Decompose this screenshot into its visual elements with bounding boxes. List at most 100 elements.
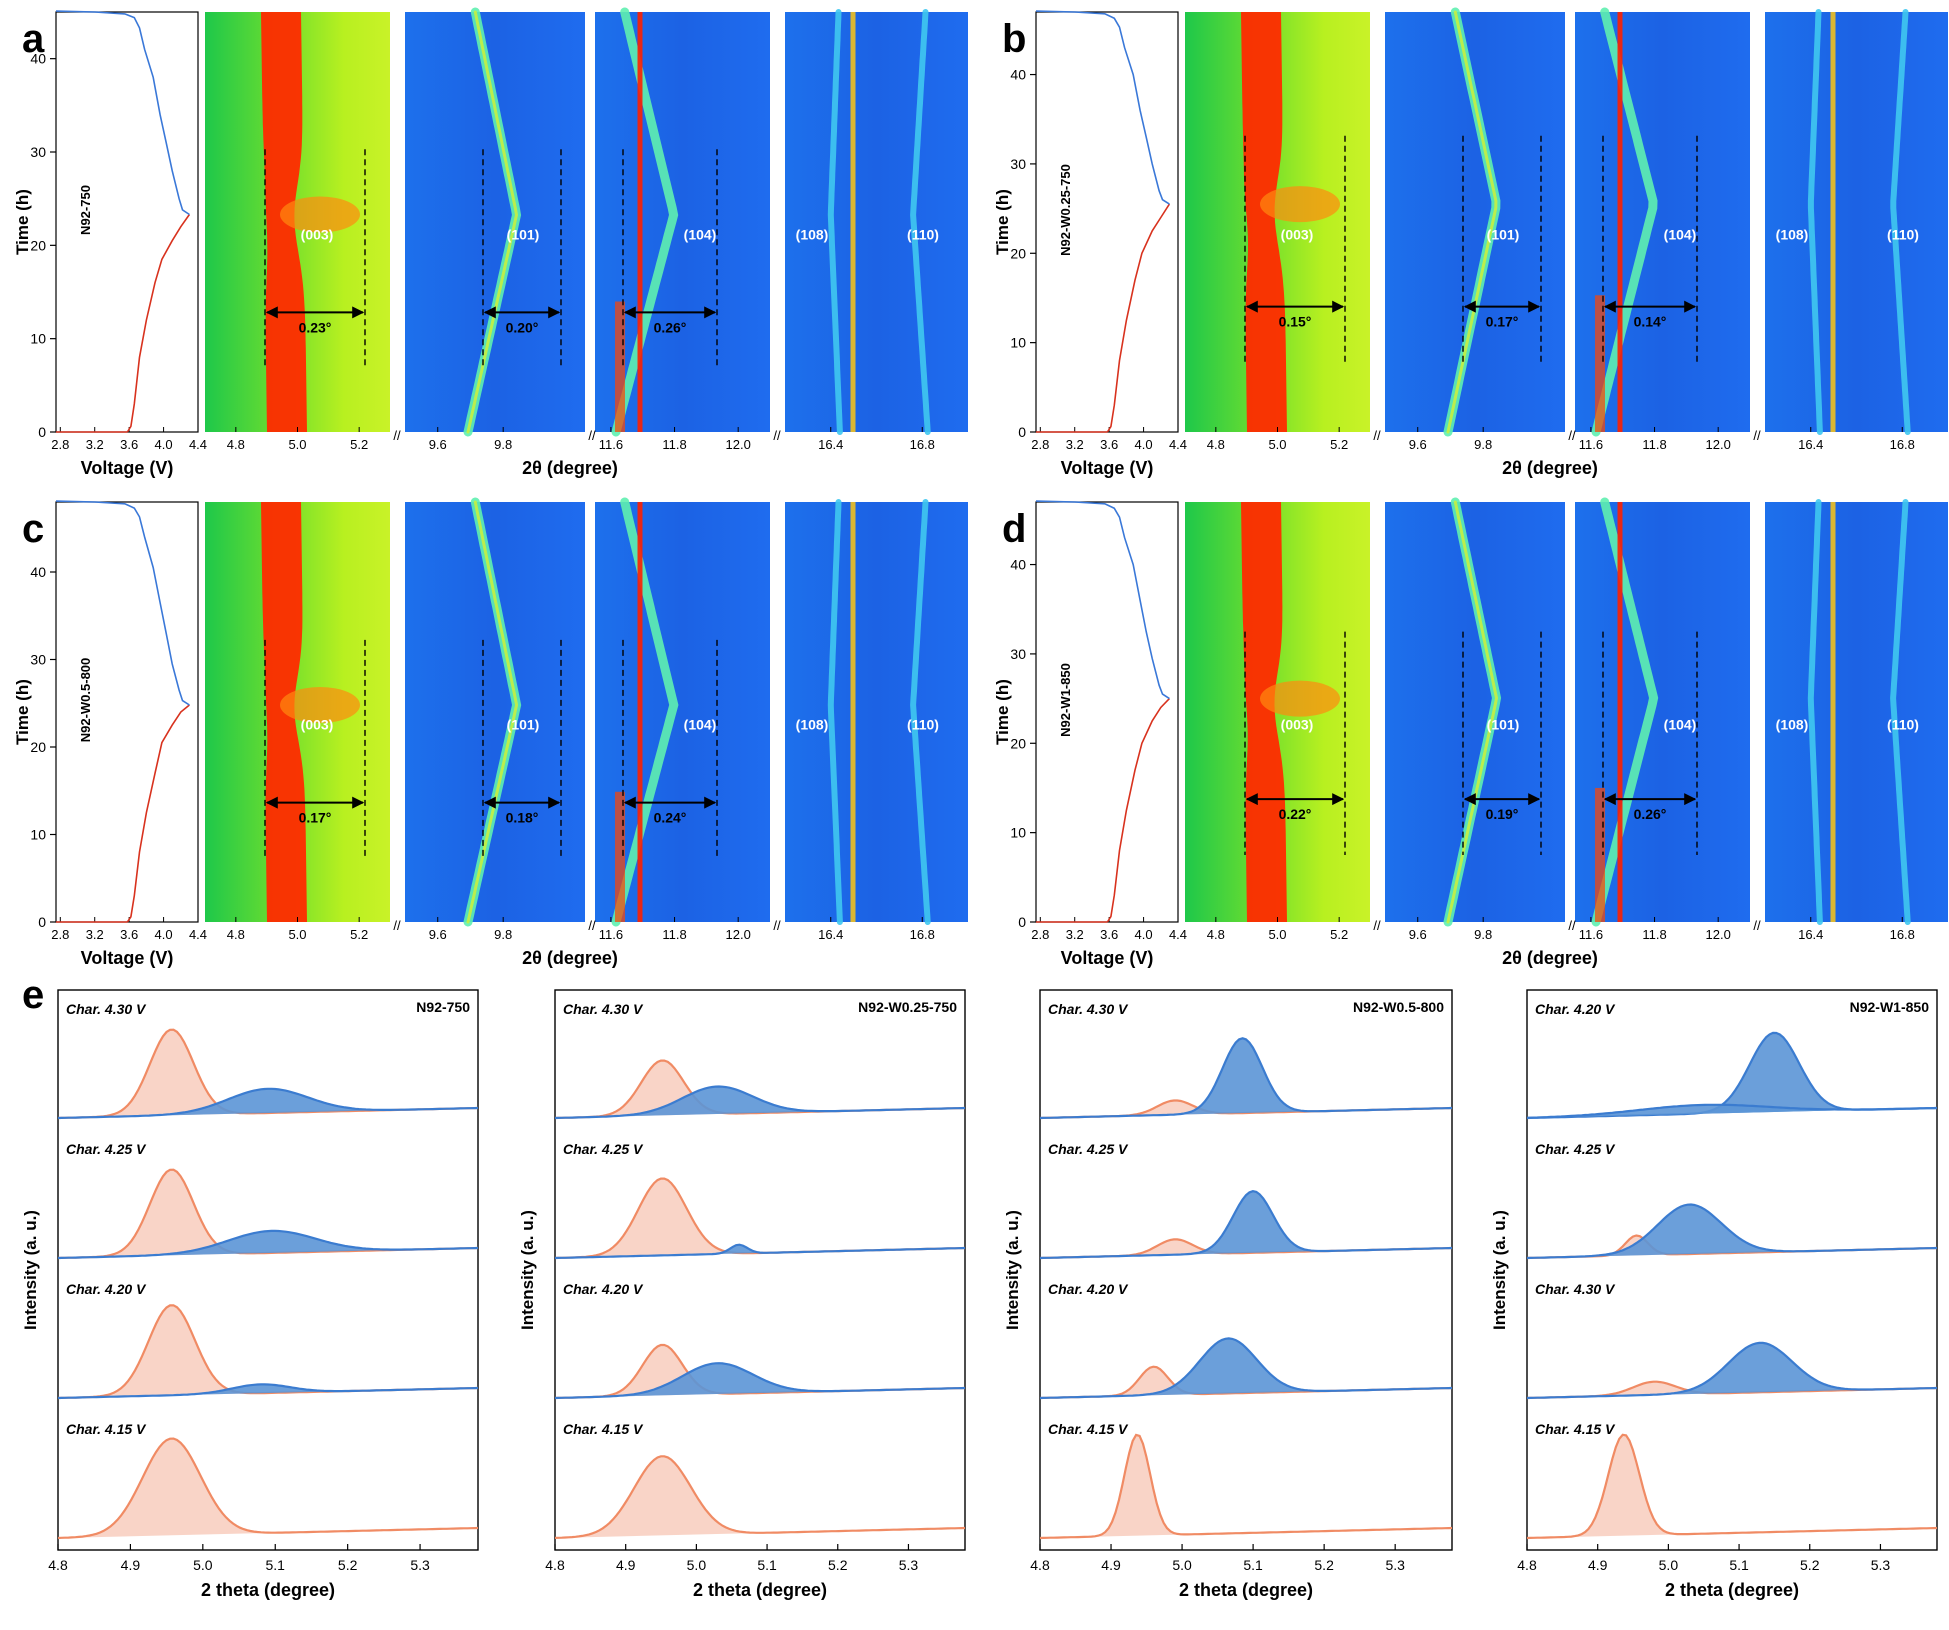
shift-value: 0.26° [1634, 806, 1667, 822]
profile-panel-3: 4.8 4.9 5.0 5.1 5.2 5.3 2 theta (degree) Intens… [1003, 989, 1453, 1600]
time-tick-label: 30 [1010, 646, 1026, 662]
voltage-tick-label: 4.4 [189, 437, 207, 452]
trace-label: Char. 4.15 V [66, 1421, 147, 1437]
peak-101-core [466, 500, 519, 924]
profile-sample-name: N92-W0.5-800 [1353, 999, 1444, 1015]
h2-peak-fill [58, 1305, 478, 1398]
shift-value: 0.22° [1279, 806, 1312, 822]
profile-tick-label: 4.8 [48, 1557, 68, 1573]
h2-peak-fill [555, 1345, 965, 1398]
theta-tick-label: 9.8 [1474, 437, 1492, 452]
theta-tick-label: 4.8 [1207, 437, 1225, 452]
charge-curve [1106, 203, 1171, 433]
profile-tick-label: 4.8 [1517, 1557, 1537, 1573]
theta-tick-label: 16.4 [1798, 437, 1823, 452]
h3-peak-fill [1527, 1342, 1937, 1398]
trace-label: Char. 4.25 V [1048, 1141, 1129, 1157]
hkl-label: (104) [684, 717, 717, 733]
profile-panel-2: 4.8 4.9 5.0 5.1 5.2 5.3 2 theta (degree) Intens… [518, 989, 966, 1600]
time-tick-label: 20 [1010, 735, 1026, 751]
sample-name: N92-W1-850 [1058, 663, 1073, 737]
voltage-tick-label: 4.4 [189, 927, 207, 942]
voltage-axis-label: Voltage (V) [1061, 948, 1154, 968]
peak-003-band [1241, 12, 1287, 432]
theta-tick-label: 9.8 [494, 437, 512, 452]
h2-peak-line [1526, 1433, 1938, 1540]
time-tick-label: 10 [1010, 335, 1026, 351]
axis-break-mark: // [393, 428, 401, 443]
theta-tick-label: 5.2 [350, 437, 368, 452]
theta-tick-label: 16.8 [1890, 927, 1915, 942]
hkl-label: (108) [796, 227, 829, 243]
trace-label: Char. 4.15 V [1048, 1421, 1129, 1437]
peak-110-trace [910, 9, 931, 435]
h3-peak-line [554, 1085, 966, 1120]
theta-tick-label: 11.8 [1642, 437, 1666, 452]
theta-tick-label: 12.0 [1706, 437, 1731, 452]
hkl-label: (003) [301, 717, 334, 733]
profile-frame [554, 989, 966, 1551]
hkl-label: (108) [1776, 717, 1809, 733]
h3-peak-line [57, 1229, 479, 1260]
theta-tick-label: 5.2 [1330, 437, 1348, 452]
panel-letter-a: a [22, 17, 45, 61]
two-theta-axis-label: 2θ (degree) [1502, 458, 1598, 478]
peak-108-trace [1807, 9, 1823, 435]
axis-break-mark: // [1568, 918, 1576, 933]
h3-peak-line [1039, 1337, 1453, 1400]
profile-tick-label: 5.3 [1385, 1557, 1405, 1573]
h2-peak-line [1039, 1433, 1453, 1540]
profile-xlabel: 2 theta (degree) [1665, 1580, 1799, 1600]
axis-break-mark: // [588, 428, 596, 443]
peak-003-shoulder [1260, 186, 1340, 223]
theta-tick-label: 12.0 [726, 927, 751, 942]
h3-peak-fill [1040, 1038, 1452, 1118]
time-tick-label: 0 [1018, 914, 1026, 930]
profile-sample-name: N92-W1-850 [1850, 999, 1930, 1015]
theta-tick-label: 9.6 [1409, 437, 1427, 452]
h3-peak-fill [58, 1230, 478, 1258]
h3-peak-line [1526, 1103, 1938, 1119]
voltage-plot-frame [1035, 501, 1179, 923]
shift-value: 0.18° [506, 810, 539, 826]
discharge-curve [55, 500, 190, 706]
profile-tick-label: 5.2 [1314, 1557, 1334, 1573]
profile-xlabel: 2 theta (degree) [693, 1580, 827, 1600]
profile-sample-name: N92-750 [416, 999, 470, 1015]
profile-xlabel: 2 theta (degree) [1179, 1580, 1313, 1600]
theta-tick-label: 5.0 [1268, 437, 1286, 452]
profile-tick-label: 4.9 [1101, 1557, 1121, 1573]
theta-tick-label: 16.8 [910, 437, 935, 452]
voltage-axis-label: Voltage (V) [81, 948, 174, 968]
shift-value: 0.15° [1279, 314, 1312, 330]
h3-peak-fill [58, 1384, 478, 1398]
theta-tick-label: 11.8 [662, 437, 686, 452]
time-tick-label: 40 [1010, 557, 1026, 573]
voltage-tick-label: 3.2 [86, 927, 104, 942]
profile-tick-label: 5.0 [193, 1557, 213, 1573]
hkl-label: (108) [1776, 227, 1809, 243]
time-tick-label: 30 [30, 144, 46, 160]
voltage-tick-label: 3.6 [120, 927, 138, 942]
voltage-tick-label: 3.6 [120, 437, 138, 452]
voltage-plot-frame [55, 11, 199, 433]
sample-name: N92-750 [78, 185, 93, 235]
peak-003-shoulder [280, 687, 360, 723]
profile-tick-label: 5.1 [757, 1557, 777, 1573]
h2-peak-fill [58, 1438, 478, 1538]
heatmap-segment-1 [1385, 502, 1565, 922]
profile-panel-1: 4.8 4.9 5.0 5.1 5.2 5.3 2 theta (degree) Intens… [21, 989, 479, 1600]
h3-peak-line [1039, 1037, 1453, 1120]
profile-tick-label: 5.0 [687, 1557, 707, 1573]
time-axis-label: Time (h) [993, 679, 1012, 745]
axis-break-mark: // [588, 918, 596, 933]
h3-peak-fill [1527, 1104, 1937, 1118]
profile-tick-label: 5.3 [1871, 1557, 1891, 1573]
theta-tick-label: 11.6 [1579, 927, 1603, 942]
profile-tick-label: 5.3 [899, 1557, 919, 1573]
time-axis-label: Time (h) [13, 679, 32, 745]
theta-tick-label: 9.6 [429, 927, 447, 942]
time-tick-label: 0 [38, 914, 46, 930]
profile-frame [57, 989, 479, 1551]
